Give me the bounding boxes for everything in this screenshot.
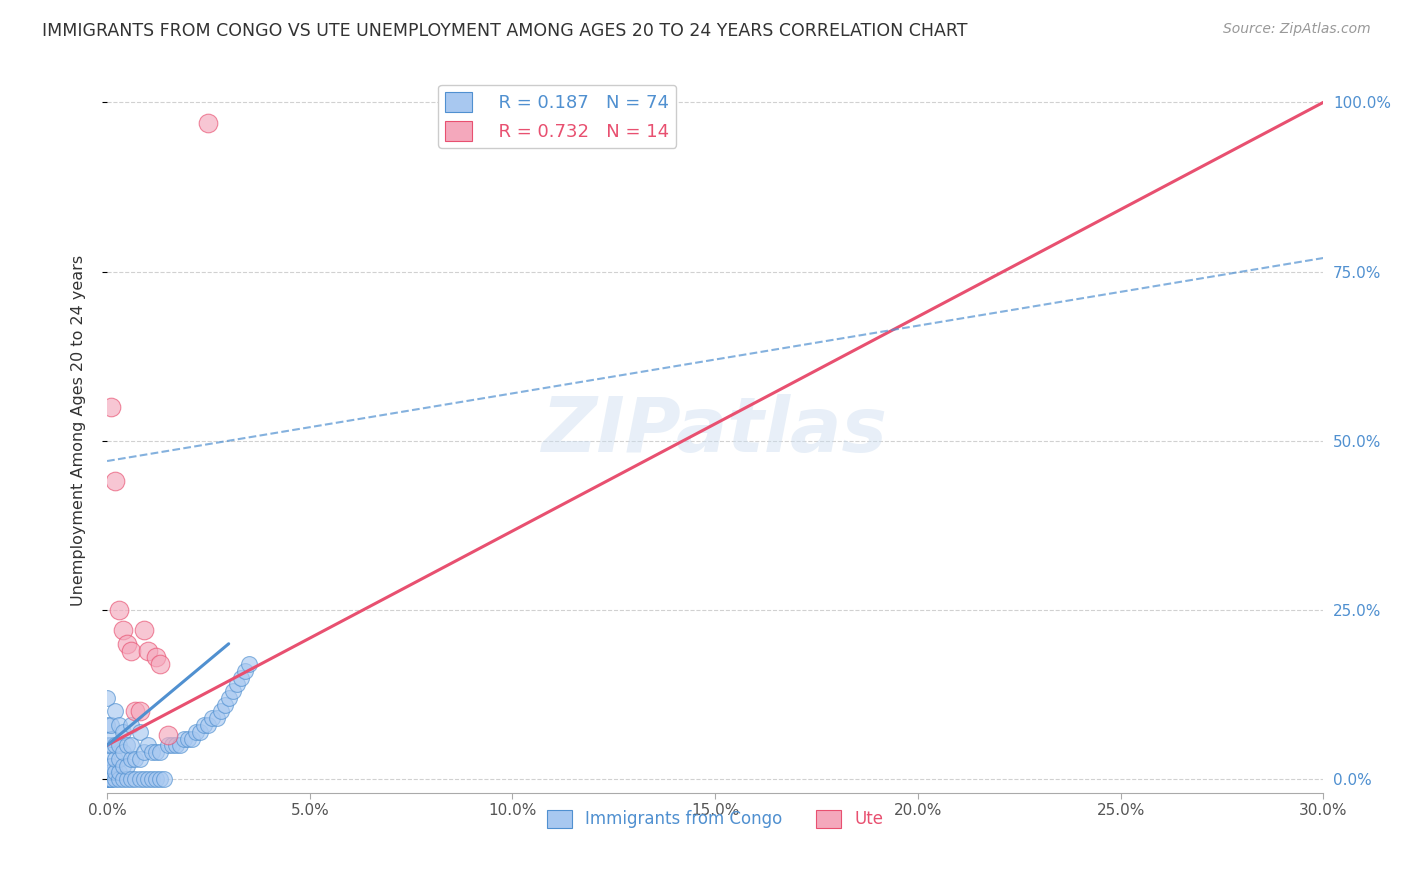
Point [136, 772, 159, 786]
Point [214, 698, 236, 712]
Point [96, 772, 118, 786]
Point [153, 772, 176, 786]
Point [128, 724, 150, 739]
Point [124, 772, 146, 786]
Point [100, 739, 122, 753]
Point [209, 705, 232, 719]
Point [225, 677, 247, 691]
Point [117, 758, 139, 772]
Point [238, 657, 260, 671]
Point [188, 724, 211, 739]
Point [108, 718, 131, 732]
Point [100, 772, 122, 786]
Text: Source: ZipAtlas.com: Source: ZipAtlas.com [1223, 22, 1371, 37]
Point [124, 705, 146, 719]
Point [201, 711, 224, 725]
Point [96, 752, 118, 766]
Point [145, 650, 167, 665]
Point [96, 718, 118, 732]
Point [120, 718, 142, 732]
Point [145, 745, 167, 759]
Text: IMMIGRANTS FROM CONGO VS UTE UNEMPLOYMENT AMONG AGES 20 TO 24 YEARS CORRELATION : IMMIGRANTS FROM CONGO VS UTE UNEMPLOYMEN… [42, 22, 967, 40]
Point [145, 772, 167, 786]
Point [128, 752, 150, 766]
Point [141, 745, 163, 759]
Point [160, 739, 183, 753]
Point [132, 772, 155, 786]
Point [128, 705, 150, 719]
Point [96, 739, 118, 753]
Point [96, 690, 118, 705]
Point [108, 603, 131, 617]
Point [108, 739, 131, 753]
Point [112, 745, 135, 759]
Y-axis label: Unemployment Among Ages 20 to 24 years: Unemployment Among Ages 20 to 24 years [72, 255, 86, 607]
Point [108, 772, 131, 786]
Point [132, 745, 155, 759]
Point [128, 772, 150, 786]
Point [181, 731, 204, 746]
Point [100, 718, 122, 732]
Point [156, 739, 179, 753]
Point [104, 772, 127, 786]
Point [169, 739, 191, 753]
Point [117, 637, 139, 651]
Point [136, 643, 159, 657]
Point [117, 772, 139, 786]
Text: ZIPatlas: ZIPatlas [543, 393, 889, 467]
Point [104, 752, 127, 766]
Point [205, 711, 228, 725]
Point [100, 758, 122, 772]
Point [112, 624, 135, 638]
Point [96, 772, 118, 786]
Point [104, 475, 127, 489]
Point [117, 739, 139, 753]
Point [96, 765, 118, 780]
Point [120, 752, 142, 766]
Point [100, 772, 122, 786]
Point [120, 772, 142, 786]
Point [124, 752, 146, 766]
Point [100, 765, 122, 780]
Point [218, 690, 240, 705]
Point [149, 657, 172, 671]
Point [112, 772, 135, 786]
Point [104, 705, 127, 719]
Point [132, 624, 155, 638]
Point [165, 739, 187, 753]
Point [222, 684, 245, 698]
Point [186, 724, 208, 739]
Point [96, 758, 118, 772]
Point [120, 739, 142, 753]
Point [100, 731, 122, 746]
Point [100, 400, 122, 414]
Point [112, 724, 135, 739]
Legend: Immigrants from Congo, Ute: Immigrants from Congo, Ute [540, 803, 890, 835]
Point [233, 664, 256, 678]
Point [156, 728, 179, 742]
Point [177, 731, 200, 746]
Point [197, 718, 219, 732]
Point [108, 752, 131, 766]
Point [112, 758, 135, 772]
Point [197, 116, 219, 130]
Point [149, 772, 172, 786]
Point [141, 772, 163, 786]
Point [108, 765, 131, 780]
Point [173, 731, 195, 746]
Point [149, 745, 172, 759]
Point [104, 765, 127, 780]
Point [136, 739, 159, 753]
Point [193, 718, 215, 732]
Point [229, 671, 252, 685]
Point [104, 739, 127, 753]
Point [120, 643, 142, 657]
Point [96, 772, 118, 786]
